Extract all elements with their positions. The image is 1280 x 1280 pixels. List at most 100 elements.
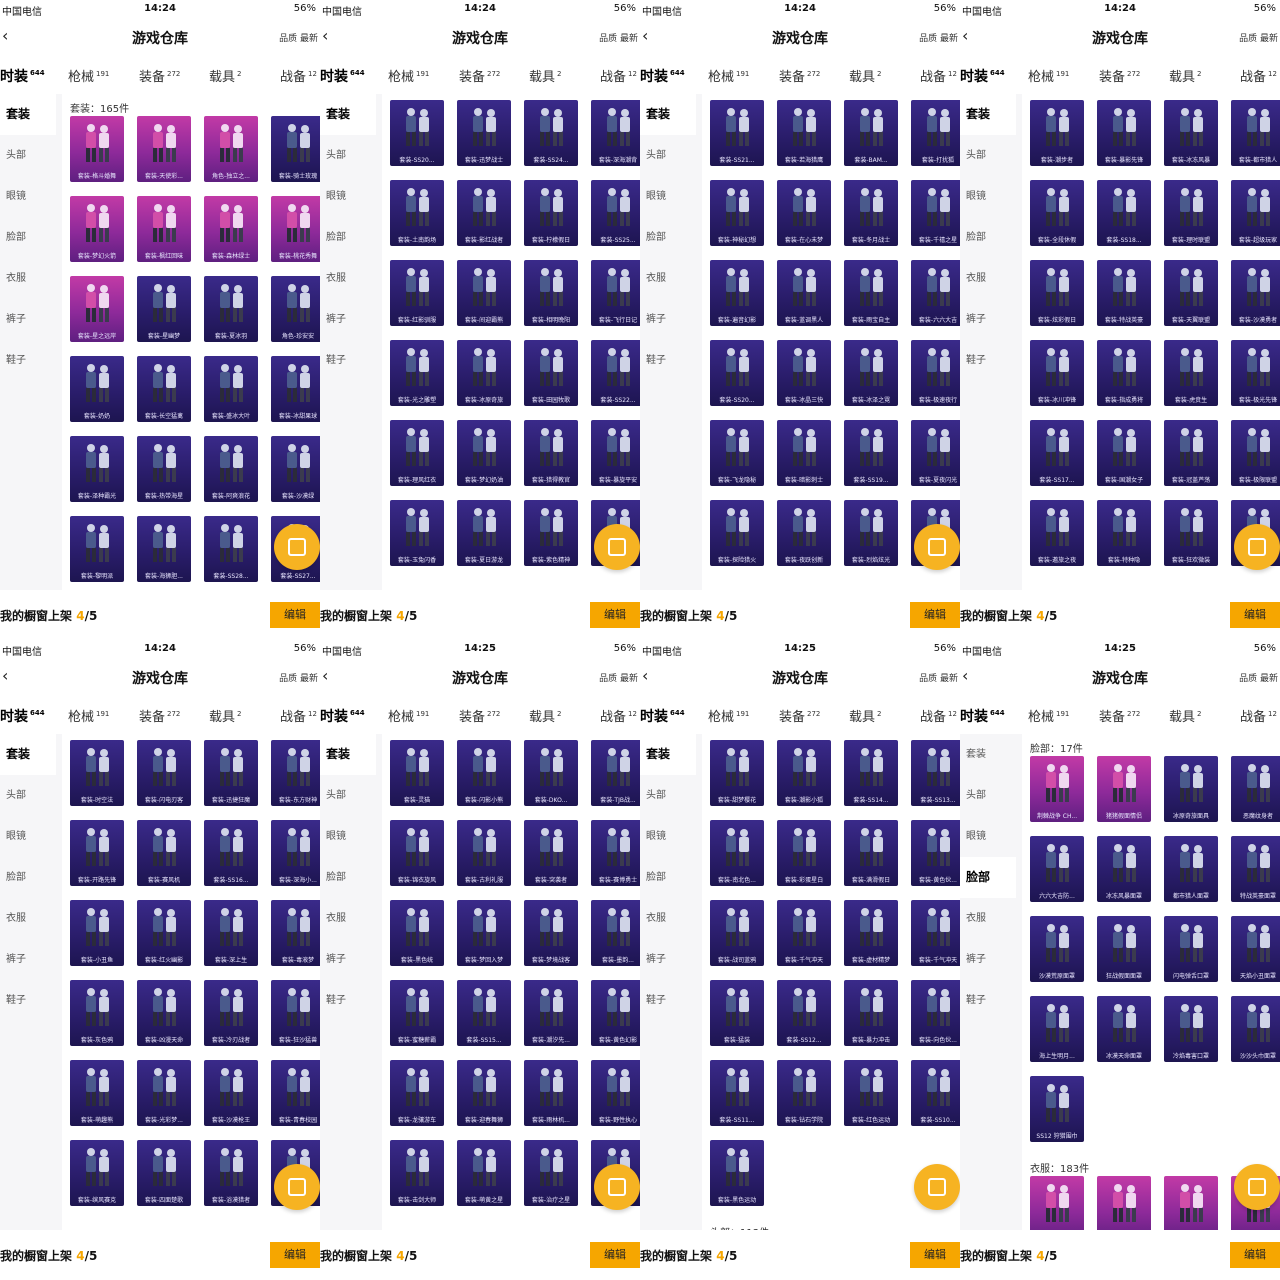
tab-2[interactable]: 装备 272 <box>1099 706 1140 725</box>
item-card[interactable]: 猪猪假面情侣 <box>1097 756 1151 822</box>
tab-2[interactable]: 装备 272 <box>139 66 180 85</box>
item-card[interactable]: 套装-梦幻火箭 <box>70 196 124 262</box>
item-card[interactable]: 套装-全段休假 <box>1030 180 1084 246</box>
item-card[interactable]: 套装-炫彩假日 <box>1030 260 1084 326</box>
item-card[interactable]: SS12 狩猎围巾 <box>1030 1076 1084 1142</box>
item-card[interactable]: 套装-SS21... <box>710 100 764 166</box>
item-card[interactable]: 套装-沙漠绿 <box>271 436 320 502</box>
tab-3[interactable]: 载具 2 <box>1169 66 1201 85</box>
sidebar-item[interactable]: 衣服 <box>966 913 986 924</box>
sort-options[interactable]: 品质 最新 <box>279 671 318 684</box>
item-card[interactable]: 海上生明月... <box>1030 996 1084 1062</box>
item-card[interactable]: 恶魔纹身者 <box>1231 756 1280 822</box>
sidebar-item[interactable]: 眼镜 <box>6 191 26 202</box>
sidebar-item[interactable]: 鞋子 <box>6 355 26 366</box>
item-card[interactable]: 沙沙头巾面罩 <box>1231 996 1280 1062</box>
item-card[interactable]: 套装-冬月战士 <box>844 180 898 246</box>
chevron-left-icon[interactable]: ‹ <box>2 26 9 45</box>
sidebar-item[interactable]: 裤子 <box>646 314 666 325</box>
sort-latest[interactable]: 最新 <box>1259 674 1278 684</box>
sidebar-item[interactable]: 套装 <box>640 94 696 135</box>
item-card[interactable]: 套装-深上生 <box>204 900 258 966</box>
sidebar-item[interactable]: 眼镜 <box>326 831 346 842</box>
item-card[interactable]: 套装-SS24... <box>524 100 578 166</box>
tab-3[interactable]: 载具 2 <box>529 66 561 85</box>
share-button[interactable] <box>274 524 320 570</box>
tab-3[interactable]: 载具 2 <box>849 706 881 725</box>
item-card[interactable]: 套装-探险猎火 <box>710 500 764 566</box>
item-card[interactable]: 套装-夏冰羽 <box>204 276 258 342</box>
item-card[interactable]: 套装-SS19... <box>844 420 898 486</box>
sort-options[interactable]: 品质 最新 <box>919 671 958 684</box>
chevron-left-icon[interactable]: ‹ <box>2 666 9 685</box>
item-card[interactable]: 套装-暗影刺士 <box>777 420 831 486</box>
sidebar-item[interactable]: 鞋子 <box>326 355 346 366</box>
item-card[interactable]: 套装-狂欢微装 <box>1164 500 1218 566</box>
tab-0[interactable]: 时装 644 <box>320 66 365 86</box>
sidebar-item[interactable]: 头部 <box>6 150 26 161</box>
sidebar-item[interactable]: 头部 <box>326 790 346 801</box>
item-card[interactable]: 套装-都市猎人 <box>1231 100 1280 166</box>
item-card[interactable]: 套装-突袭者 <box>524 820 578 886</box>
sort-latest[interactable]: 最新 <box>939 674 958 684</box>
item-card[interactable]: 套装-赛风机 <box>137 820 191 886</box>
tab-0[interactable]: 时装 644 <box>960 706 1005 726</box>
sort-options[interactable]: 品质 最新 <box>279 31 318 44</box>
item-card[interactable]: 套装-野性执心 <box>591 1060 640 1126</box>
item-card[interactable]: 套装-枫红回味 <box>137 196 191 262</box>
item-card[interactable]: 套装-击剑大师 <box>390 1140 444 1206</box>
item-card[interactable]: 套装-相明晚阳 <box>524 260 578 326</box>
item-card[interactable]: 套装-盛冰大叶 <box>204 356 258 422</box>
tab-4[interactable]: 战备 12 <box>1240 706 1277 725</box>
item-card[interactable]: 套装-南北色... <box>710 820 764 886</box>
item-card[interactable]: 套装-若海猎鹰 <box>777 100 831 166</box>
sidebar-item[interactable]: 衣服 <box>326 273 346 284</box>
tab-4[interactable]: 战备 12 <box>920 706 957 725</box>
sidebar-item[interactable]: 衣服 <box>646 913 666 924</box>
sidebar-item[interactable]: 衣服 <box>326 913 346 924</box>
share-button[interactable] <box>594 524 640 570</box>
item-card[interactable]: 套装-彩蛋星白 <box>777 820 831 886</box>
sort-latest[interactable]: 最新 <box>299 674 318 684</box>
item-card[interactable]: 套装-天使彩... <box>137 116 191 182</box>
item-card[interactable]: 套装-千气冲天 <box>777 900 831 966</box>
item-card[interactable]: 套装-冰原奇旅 <box>457 340 511 406</box>
item-card[interactable]: 套装-极限联盟 <box>1231 420 1280 486</box>
item-card[interactable]: 沙漠荒原面罩 <box>1030 916 1084 982</box>
item-card[interactable]: 套装-海狮胆... <box>137 516 191 582</box>
item-card[interactable]: 闪电弹舌口罩 <box>1164 916 1218 982</box>
item-card[interactable]: 套装-黄色伙... <box>911 820 960 886</box>
item-card[interactable]: 套装-闪电刃客 <box>137 740 191 806</box>
share-button[interactable] <box>1234 524 1280 570</box>
sidebar-item[interactable]: 脸部 <box>966 232 986 243</box>
sidebar-item[interactable]: 头部 <box>966 150 986 161</box>
sort-quality[interactable]: 品质 <box>1239 674 1258 684</box>
chevron-left-icon[interactable]: ‹ <box>642 26 649 45</box>
item-card[interactable]: 套装-浴漠猎者 <box>204 1140 258 1206</box>
item-card[interactable]: 套装-潮步者 <box>1030 100 1084 166</box>
chevron-left-icon[interactable]: ‹ <box>322 26 329 45</box>
tab-1[interactable]: 枪械 191 <box>388 66 429 85</box>
tab-4[interactable]: 战备 12 <box>920 66 957 85</box>
item-card[interactable]: 套装-紫色精神 <box>524 500 578 566</box>
item-card[interactable]: 套装-冠盖芦荡 <box>1164 420 1218 486</box>
item-card[interactable]: 套装-千气冲天 <box>911 900 960 966</box>
chevron-left-icon[interactable]: ‹ <box>322 666 329 685</box>
item-card[interactable]: 套装-SS28... <box>204 516 258 582</box>
item-card[interactable]: 猎夜双舞骑 <box>1030 1176 1084 1230</box>
item-card[interactable]: 套装-SS20... <box>710 340 764 406</box>
item-card[interactable]: 套装-梦境战客 <box>524 900 578 966</box>
item-card[interactable]: 都市猎人面罩 <box>1164 836 1218 902</box>
item-card[interactable]: 套装-冰晶三快 <box>777 340 831 406</box>
item-card[interactable]: 套装-凶漫天命 <box>137 980 191 1046</box>
sidebar-item[interactable]: 衣服 <box>6 273 26 284</box>
sidebar-item[interactable]: 眼镜 <box>6 831 26 842</box>
item-card[interactable]: 套装-萌趣熊 <box>70 1060 124 1126</box>
item-card[interactable]: 套装-猛装 <box>710 980 764 1046</box>
tab-2[interactable]: 装备 272 <box>459 66 500 85</box>
item-card[interactable]: 套装-光之雕塑 <box>390 340 444 406</box>
tab-0[interactable]: 时装 644 <box>640 66 685 86</box>
tab-1[interactable]: 枪械 191 <box>708 706 749 725</box>
tab-2[interactable]: 装备 272 <box>1099 66 1140 85</box>
sidebar-item[interactable]: 鞋子 <box>646 355 666 366</box>
